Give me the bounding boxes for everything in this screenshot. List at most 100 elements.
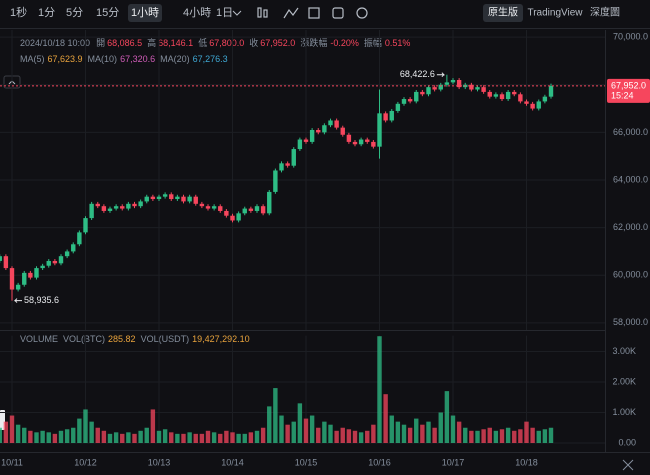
- volume-bar: [542, 429, 548, 443]
- candle-body: [156, 196, 162, 200]
- high-marker: 68,422.6: [400, 69, 435, 79]
- view-button[interactable]: 深度圖: [590, 6, 620, 19]
- settings-icon[interactable]: [356, 7, 368, 19]
- view-selected-bg: [483, 4, 523, 22]
- info-text: 67,623.9: [48, 54, 83, 64]
- x-tick-label: 10/16: [368, 457, 391, 467]
- volume-bar: [46, 432, 51, 443]
- interval-dropdown[interactable]: [232, 10, 242, 16]
- candle-body: [444, 82, 450, 85]
- volume-bar: [162, 429, 168, 443]
- info-text: 0.51%: [385, 38, 411, 48]
- interval-button[interactable]: 15分: [96, 6, 119, 19]
- candle-body: [420, 91, 425, 95]
- reset-icon[interactable]: [622, 459, 634, 471]
- volume-bar: [193, 433, 198, 443]
- volume-bar: [389, 415, 394, 443]
- candle-body: [316, 130, 321, 133]
- volume-bar: [22, 427, 27, 443]
- volume-bar: [463, 427, 468, 443]
- candle-body: [22, 272, 27, 285]
- volume-bar: [407, 427, 413, 443]
- candle-body: [536, 101, 541, 109]
- interval-button[interactable]: 1日: [216, 7, 233, 19]
- volume-bar: [138, 430, 143, 443]
- low-marker: 58,935.6: [24, 295, 59, 305]
- info-text: MA(5): [20, 54, 45, 64]
- volume-bar: [279, 415, 284, 443]
- candle-body: [144, 196, 149, 202]
- volume-bar: [126, 432, 131, 443]
- volume-bar: [34, 432, 39, 443]
- candle-body: [193, 196, 198, 204]
- low-marker-arrow: [13, 298, 22, 303]
- candle-body: [285, 163, 290, 166]
- candle-body: [218, 206, 223, 211]
- candle-body: [126, 203, 131, 209]
- draw-icon[interactable]: [308, 7, 320, 19]
- interval-button[interactable]: 1分: [38, 6, 55, 19]
- view-button[interactable]: 原生版: [488, 6, 518, 19]
- candle-body: [518, 94, 523, 102]
- volume-bar: [291, 421, 296, 443]
- countdown: 15:24: [611, 90, 634, 100]
- volume-bar: [71, 427, 76, 443]
- interval-button[interactable]: 4小時: [183, 6, 211, 19]
- volume-bar: [365, 430, 370, 443]
- candle-body: [414, 91, 419, 102]
- candle-body: [0, 256, 2, 261]
- candle-body: [28, 272, 33, 278]
- volume-bar: [101, 430, 107, 443]
- candle-icon[interactable]: [257, 7, 262, 18]
- volume-bar: [83, 409, 88, 443]
- interval-button[interactable]: 1小時: [131, 6, 159, 19]
- volume-bar: [426, 421, 431, 443]
- candle-icon[interactable]: [263, 9, 268, 18]
- candle-body: [107, 208, 113, 211]
- volume-bar: [236, 433, 241, 443]
- candle-body: [120, 206, 125, 209]
- ma-info: MA(5) 67,623.9 MA(10) 67,320.6 MA(20) 67,276.…: [20, 54, 228, 64]
- volume-bar: [395, 421, 401, 443]
- candle-body: [395, 103, 401, 111]
- y-tick-label: 58,000.0: [613, 317, 648, 327]
- indicator-icon[interactable]: [283, 7, 299, 19]
- volume-bar: [499, 429, 505, 443]
- info-text: 67,320.6: [120, 54, 155, 64]
- interval-button[interactable]: 5分: [66, 6, 83, 19]
- volume-bar: [273, 388, 278, 443]
- volume-bar: [346, 429, 352, 443]
- candle-body: [40, 265, 45, 269]
- volume-bar: [420, 424, 425, 443]
- interval-selected-bg: [128, 4, 162, 22]
- info-text: 67,952.0: [260, 38, 295, 48]
- info-text: 68,086.5: [107, 38, 142, 48]
- candle-body: [377, 113, 382, 147]
- volume-bar: [328, 424, 333, 443]
- volume-bar: [58, 430, 64, 443]
- info-text: 67,800.0: [209, 38, 244, 48]
- candle-body: [34, 268, 39, 278]
- candle-body: [83, 218, 88, 233]
- info-text: -0.20%: [330, 38, 359, 48]
- volume-bar: [316, 427, 321, 443]
- interval-button[interactable]: 1秒: [10, 5, 27, 19]
- candle-body: [334, 120, 339, 128]
- template-icon[interactable]: [332, 7, 344, 19]
- candle-body: [248, 208, 254, 211]
- candle-body: [432, 87, 437, 90]
- candle-body: [389, 110, 394, 121]
- volume-bar: [438, 412, 443, 443]
- volume-bar: [487, 427, 492, 443]
- candle-body: [162, 194, 168, 197]
- candle-body: [450, 80, 456, 83]
- candle-body: [426, 87, 431, 95]
- info-text: 開: [96, 38, 105, 48]
- info-text: 285.82: [108, 334, 136, 344]
- volume-bar: [144, 427, 149, 443]
- volume-tick-label: 1.00K: [612, 407, 636, 417]
- x-tick-label: 10/14: [221, 457, 244, 467]
- volume-bar: [9, 415, 15, 443]
- candle-body: [365, 139, 370, 142]
- view-button[interactable]: TradingView: [527, 8, 583, 19]
